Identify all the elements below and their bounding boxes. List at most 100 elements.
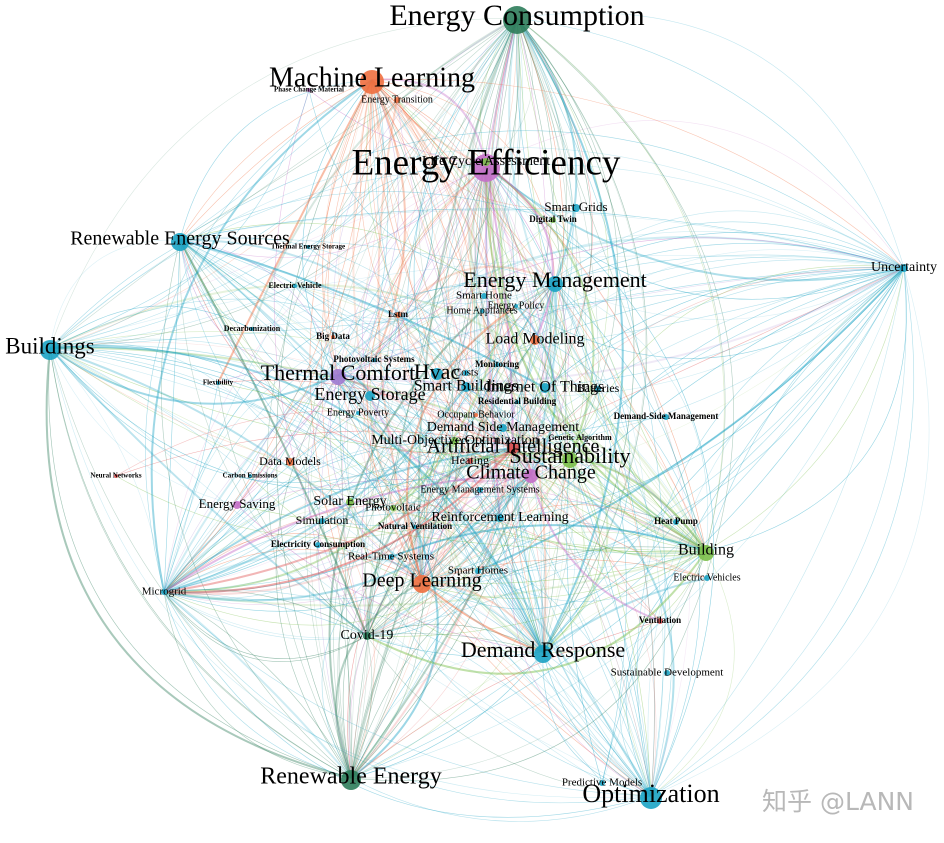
edge — [179, 238, 467, 388]
edge — [49, 347, 423, 583]
edge — [337, 281, 556, 376]
node — [530, 335, 540, 345]
edge — [361, 165, 487, 637]
edge — [489, 517, 544, 653]
node-label: Smart Home — [456, 290, 512, 302]
edge — [49, 347, 544, 653]
edge — [366, 17, 577, 637]
edge — [512, 267, 905, 449]
edge — [179, 239, 546, 389]
edge — [350, 777, 652, 822]
edge — [251, 17, 518, 330]
edge — [542, 651, 652, 797]
node-label: Artificial Intelligence — [427, 436, 600, 458]
edge — [49, 347, 481, 491]
edge — [542, 550, 707, 653]
edge — [350, 17, 518, 779]
edge — [163, 440, 456, 594]
node — [595, 386, 601, 392]
edge — [179, 239, 556, 320]
edge — [366, 517, 501, 637]
edge — [366, 281, 558, 637]
edge — [49, 298, 514, 449]
edge — [579, 437, 707, 552]
edge — [371, 79, 556, 283]
edge — [421, 581, 652, 797]
edge — [163, 473, 532, 612]
edge — [465, 386, 514, 449]
edge — [316, 520, 368, 637]
edge — [160, 239, 352, 779]
edge — [332, 17, 518, 376]
node-label: Energy Management Systems — [420, 484, 539, 495]
edge — [512, 447, 544, 653]
edge — [421, 504, 707, 583]
edge — [308, 89, 556, 283]
edge — [179, 222, 581, 439]
edge — [163, 414, 477, 593]
edge — [217, 379, 514, 449]
edge — [236, 165, 487, 506]
edge — [337, 231, 905, 376]
edge — [350, 447, 515, 779]
node — [550, 217, 556, 223]
edge — [317, 544, 544, 653]
edge — [421, 581, 652, 797]
edge — [179, 239, 652, 797]
edge — [516, 17, 574, 389]
edge — [512, 447, 652, 797]
edge — [115, 430, 571, 477]
edge — [350, 635, 373, 779]
node-label: Heat Pump — [654, 516, 698, 526]
edge — [179, 239, 369, 779]
edge — [179, 239, 339, 376]
edge — [484, 165, 501, 519]
edge — [179, 239, 423, 583]
node-label: Energy Management — [463, 267, 646, 292]
edge — [465, 372, 707, 552]
edge — [542, 457, 601, 653]
edge — [650, 267, 907, 797]
node-label: Heating — [451, 453, 489, 467]
edge — [512, 447, 652, 797]
node — [395, 312, 401, 318]
node-label: Deep Learning — [362, 570, 481, 592]
edge — [373, 359, 571, 466]
edge — [516, 17, 581, 439]
edge — [516, 17, 734, 674]
edge — [455, 17, 581, 439]
node-label: Neural Networks — [90, 472, 141, 480]
edge — [502, 267, 905, 429]
edge — [350, 447, 514, 779]
edge — [179, 239, 514, 454]
edge — [304, 17, 518, 779]
edge — [179, 165, 487, 258]
node-label: Energy Saving — [199, 496, 276, 511]
edge — [542, 267, 905, 653]
edge — [179, 236, 504, 429]
edge — [321, 79, 373, 637]
node — [330, 369, 346, 385]
node — [286, 458, 294, 466]
edge — [309, 79, 373, 637]
edge — [392, 507, 544, 653]
edge — [366, 79, 571, 459]
edge — [392, 165, 504, 509]
edge — [554, 281, 664, 797]
edge — [49, 347, 514, 490]
edge — [163, 479, 481, 593]
edge — [445, 440, 544, 653]
edge — [636, 267, 905, 797]
edge — [179, 239, 339, 376]
edge — [371, 79, 707, 552]
node — [562, 452, 578, 468]
edge — [49, 347, 571, 459]
edge — [477, 267, 905, 572]
node-label: Reinforcement Learning — [431, 510, 568, 525]
edge — [163, 447, 514, 593]
node — [664, 670, 670, 676]
edge — [337, 267, 905, 389]
edge — [485, 165, 691, 797]
node-label: Sustainability — [510, 443, 631, 468]
